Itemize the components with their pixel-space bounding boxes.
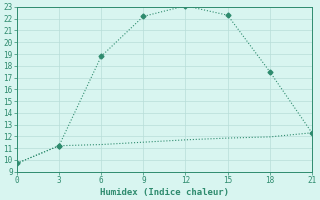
X-axis label: Humidex (Indice chaleur): Humidex (Indice chaleur) xyxy=(100,188,229,197)
